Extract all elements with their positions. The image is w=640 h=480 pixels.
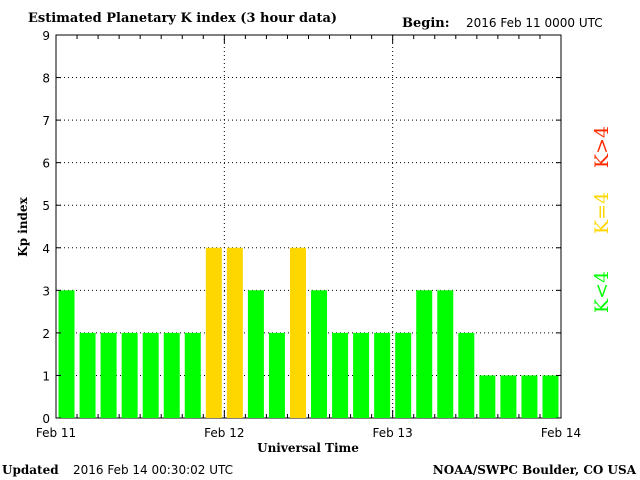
x-axis-ticks: Feb 11 Feb 12 Feb 13 Feb 14 xyxy=(36,35,581,440)
kp-bar xyxy=(542,375,559,418)
begin-value: 2016 Feb 11 0000 UTC xyxy=(466,16,603,30)
legend-item: K>4 xyxy=(591,126,613,168)
kp-bar xyxy=(163,332,180,418)
kp-bar xyxy=(79,332,96,418)
kp-bar xyxy=(247,290,264,418)
y-tick-label: 4 xyxy=(42,242,50,256)
kp-bar xyxy=(142,332,159,418)
legend: K<4 K=4 K>4 xyxy=(591,126,613,313)
y-tick-label: 7 xyxy=(42,114,50,128)
kp-bar xyxy=(289,247,306,418)
legend-item: K=4 xyxy=(591,192,613,234)
kp-bar xyxy=(58,290,75,418)
y-tick-label: 1 xyxy=(42,369,50,383)
kp-bar xyxy=(226,247,243,418)
y-axis-label: Kp index xyxy=(16,196,30,256)
kp-bar xyxy=(311,290,328,418)
kp-bar xyxy=(500,375,517,418)
kp-bar xyxy=(205,247,222,418)
x-tick-label: Feb 11 xyxy=(36,426,76,440)
kp-bar xyxy=(416,290,433,418)
y-axis-ticks: 0 1 2 3 4 5 6 7 8 9 xyxy=(42,29,561,426)
y-tick-label: 0 xyxy=(42,412,50,426)
grid xyxy=(56,35,561,418)
y-tick-label: 9 xyxy=(42,29,50,43)
kp-bar xyxy=(458,332,475,418)
legend-item: K<4 xyxy=(591,271,613,313)
bars xyxy=(58,247,559,418)
x-tick-label: Feb 14 xyxy=(541,426,581,440)
updated-label: Updated xyxy=(2,463,59,477)
kp-bar xyxy=(353,332,370,418)
x-tick-label: Feb 13 xyxy=(372,426,412,440)
kp-bar xyxy=(268,332,285,418)
x-tick-label: Feb 12 xyxy=(204,426,244,440)
source-label: NOAA/SWPC Boulder, CO USA xyxy=(433,463,637,477)
kp-bar xyxy=(479,375,496,418)
begin-label: Begin: xyxy=(402,16,450,31)
kp-bar xyxy=(521,375,538,418)
x-axis-label: Universal Time xyxy=(257,441,359,455)
chart-title: Estimated Planetary K index (3 hour data… xyxy=(28,11,337,26)
kp-bar xyxy=(332,332,349,418)
y-tick-label: 5 xyxy=(42,199,50,213)
kp-bar xyxy=(395,332,412,418)
y-tick-label: 3 xyxy=(42,284,50,298)
y-tick-label: 2 xyxy=(42,327,50,341)
kp-bar xyxy=(374,332,391,418)
updated-value: 2016 Feb 14 00:30:02 UTC xyxy=(73,463,233,477)
y-tick-label: 6 xyxy=(42,157,50,171)
kp-bar xyxy=(100,332,117,418)
kp-bar xyxy=(437,290,454,418)
plot-area xyxy=(55,34,562,419)
y-tick-label: 8 xyxy=(42,72,50,86)
kp-bar xyxy=(184,332,201,418)
kp-bar xyxy=(121,332,138,418)
